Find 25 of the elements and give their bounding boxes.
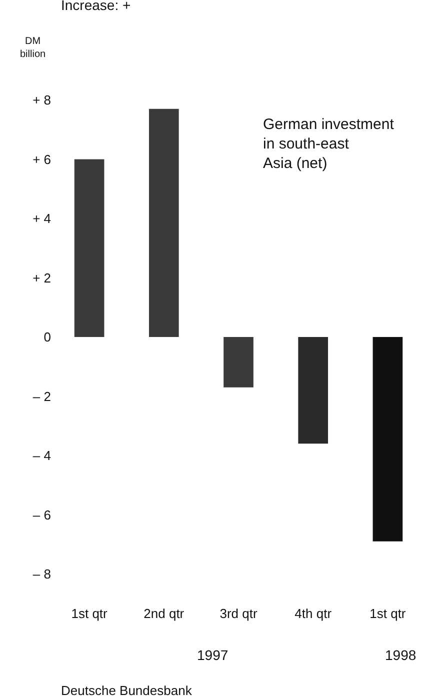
x-tick-label: 3rd qtr <box>220 606 258 621</box>
y-axis-title: DM billion <box>20 36 46 60</box>
bar <box>148 108 179 337</box>
x-tick-label: 1st qtr <box>370 606 406 621</box>
y-tick-label: + 4 <box>32 211 51 226</box>
text: Deutsche Bundesbank <box>61 683 192 698</box>
text: 1997 <box>197 647 228 663</box>
x-tick-label: 4th qtr <box>294 606 332 621</box>
y-tick-label: – 4 <box>32 448 51 464</box>
bar <box>74 159 104 337</box>
text: 1998 <box>385 647 416 663</box>
y-tick-label: + 8 <box>32 92 51 108</box>
y-tick-label: – 2 <box>32 388 51 404</box>
text: German investment in south-east Asia (net) <box>263 116 395 172</box>
chart-subtitle: Increase: + <box>61 0 131 13</box>
x-tick-label: 1st qtr <box>71 606 108 621</box>
bar <box>298 337 328 444</box>
bar <box>372 337 403 542</box>
y-tick-label: 0 <box>44 330 51 345</box>
y-tick-label: – 8 <box>32 566 51 582</box>
x-tick-label: 2nd qtr <box>144 606 185 621</box>
y-tick-label: – 6 <box>32 507 51 522</box>
bar <box>224 337 254 388</box>
y-tick-label: + 2 <box>32 270 51 286</box>
y-tick-label: + 6 <box>32 152 51 167</box>
